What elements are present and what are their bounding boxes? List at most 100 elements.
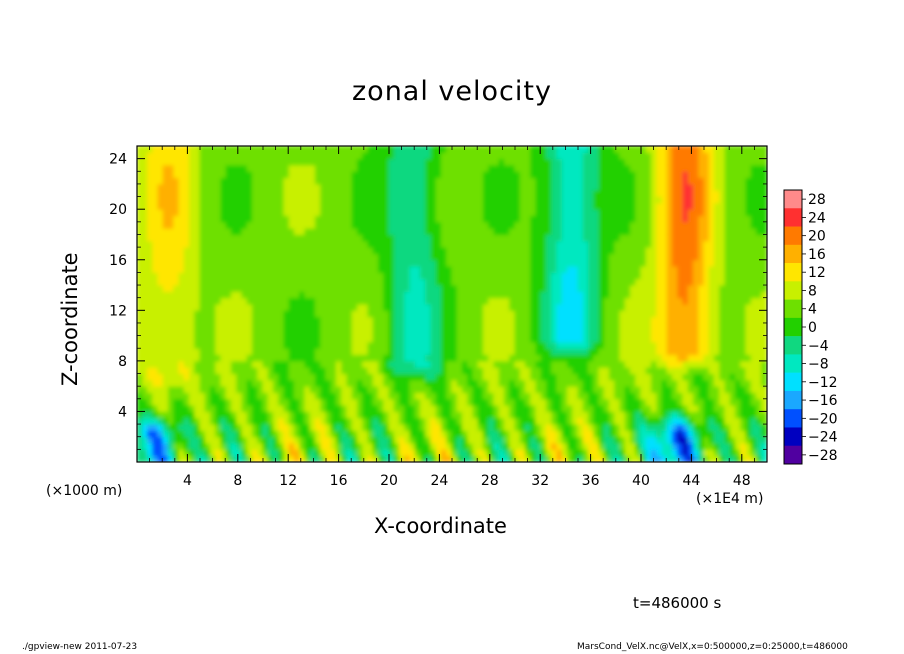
heatmap-cell (572, 410, 579, 419)
heatmap-cell (588, 290, 595, 299)
heatmap-cell (651, 366, 658, 375)
heatmap-cell (189, 360, 196, 368)
heatmap-cell (630, 417, 637, 425)
heatmap-cell (514, 391, 521, 400)
heatmap-cell (404, 436, 411, 444)
heatmap-cell (593, 417, 600, 425)
heatmap-cell (252, 208, 259, 217)
heatmap-cell (483, 360, 490, 368)
heatmap-cell (367, 354, 374, 362)
heatmap-cell (273, 271, 280, 280)
heatmap-cell (346, 208, 353, 217)
heatmap-cell (168, 240, 175, 248)
heatmap-cell (388, 303, 395, 311)
heatmap-cell (640, 158, 647, 166)
heatmap-cell (199, 455, 206, 462)
heatmap-cell (588, 316, 595, 324)
heatmap-cell (603, 259, 610, 267)
heatmap-cell (183, 423, 190, 431)
heatmap-cell (362, 177, 369, 185)
heatmap-cell (304, 379, 311, 387)
heatmap-cell (330, 170, 337, 179)
heatmap-cell (640, 391, 647, 400)
heatmap-cell (577, 183, 584, 191)
heatmap-cell (330, 309, 337, 318)
heatmap-cell (420, 278, 427, 286)
heatmap-cell (273, 322, 280, 330)
heatmap-cell (456, 316, 463, 324)
heatmap-cell (362, 196, 369, 204)
heatmap-cell (137, 354, 143, 362)
heatmap-cell (225, 177, 232, 185)
heatmap-cell (157, 183, 164, 191)
heatmap-cell (194, 271, 201, 280)
heatmap-cell (451, 303, 458, 311)
heatmap-cell (315, 189, 322, 198)
heatmap-cell (409, 221, 416, 229)
heatmap-cell (152, 347, 159, 356)
heatmap-cell (152, 278, 159, 286)
heatmap-cell (514, 379, 521, 387)
heatmap-cell (451, 398, 458, 406)
heatmap-cell (309, 202, 316, 210)
heatmap-cell (357, 354, 364, 362)
heatmap-cell (231, 290, 238, 299)
heatmap-cell (309, 423, 316, 431)
heatmap-cell (367, 202, 374, 210)
heatmap-cell (456, 240, 463, 248)
heatmap-cell (336, 189, 343, 198)
heatmap-cell (315, 290, 322, 299)
heatmap-cell (378, 436, 385, 444)
heatmap-cell (362, 189, 369, 198)
heatmap-cell (372, 436, 379, 444)
heatmap-cell (535, 398, 542, 406)
heatmap-cell (378, 385, 385, 393)
heatmap-cell (351, 404, 358, 412)
heatmap-cell (656, 227, 663, 235)
heatmap-cell (472, 290, 479, 299)
heatmap-cell (351, 265, 358, 273)
heatmap-cell (383, 316, 390, 324)
heatmap-cell (383, 455, 390, 462)
heatmap-cell (147, 347, 154, 356)
heatmap-cell (561, 278, 568, 286)
heatmap-cell (220, 429, 227, 438)
heatmap-cell (304, 309, 311, 318)
heatmap-cell (278, 183, 285, 191)
heatmap-cell (330, 189, 337, 198)
heatmap-cell (462, 202, 469, 210)
heatmap-cell (446, 366, 453, 375)
heatmap-cell (488, 360, 495, 368)
heatmap-cell (137, 417, 143, 425)
heatmap-cell (598, 417, 605, 425)
heatmap-cell (609, 151, 616, 160)
heatmap-cell (483, 423, 490, 431)
heatmap-cell (645, 417, 652, 425)
heatmap-cell (183, 259, 190, 267)
heatmap-cell (320, 366, 327, 375)
heatmap-cell (614, 158, 621, 166)
heatmap-cell (635, 322, 642, 330)
heatmap-cell (378, 259, 385, 267)
heatmap-cell (262, 164, 269, 172)
heatmap-cell (535, 227, 542, 235)
heatmap-cell (540, 391, 547, 400)
heatmap-cell (525, 183, 532, 191)
heatmap-cell (656, 278, 663, 286)
heatmap-cell (325, 373, 332, 381)
heatmap-cell (456, 297, 463, 305)
heatmap-cell (378, 170, 385, 179)
heatmap-cell (199, 303, 206, 311)
heatmap-cell (215, 177, 222, 185)
heatmap-cell (199, 423, 206, 431)
heatmap-cell (493, 391, 500, 400)
heatmap-cell (304, 221, 311, 229)
heatmap-cell (535, 366, 542, 375)
heatmap-cell (304, 354, 311, 362)
heatmap-cell (483, 366, 490, 375)
heatmap-cell (388, 240, 395, 248)
heatmap-cell (246, 354, 253, 362)
heatmap-cell (498, 455, 505, 462)
heatmap-cell (204, 385, 211, 393)
heatmap-cell (635, 391, 642, 400)
